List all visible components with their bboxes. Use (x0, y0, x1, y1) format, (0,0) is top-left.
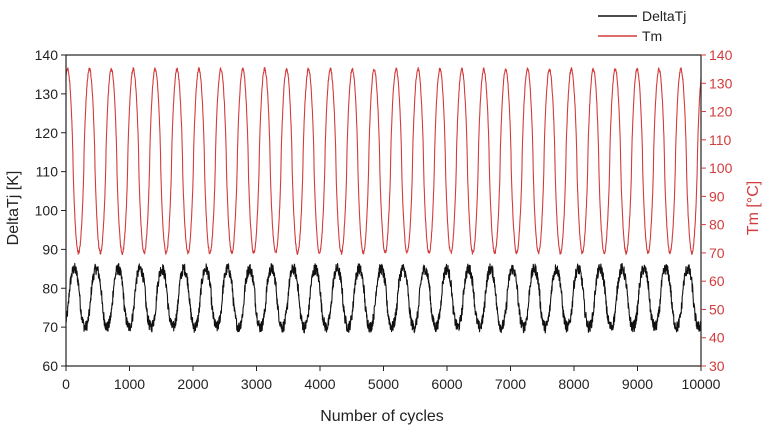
x-tick-label: 6000 (431, 376, 462, 392)
x-tick-label: 7000 (495, 376, 526, 392)
x-tick-label: 3000 (241, 376, 272, 392)
y-right-tick-label: 140 (709, 47, 733, 63)
y-right-tick-label: 130 (709, 75, 733, 91)
x-tick-label: 5000 (368, 376, 399, 392)
y-left-tick-label: 130 (35, 86, 59, 102)
y-axis-left-title: DeltaTj [K] (5, 171, 22, 246)
x-tick-label: 10000 (682, 376, 721, 392)
y-left-tick-label: 60 (42, 358, 58, 374)
y-right-tick-label: 40 (709, 330, 725, 346)
series-layer (65, 66, 702, 334)
y-left-tick-label: 70 (42, 319, 58, 335)
y-right-tick-label: 90 (709, 188, 725, 204)
y-right-tick-label: 50 (709, 301, 725, 317)
y-left-tick-label: 140 (35, 47, 59, 63)
y-left-tick-label: 110 (36, 164, 59, 180)
y-left-tick-label: 120 (35, 125, 59, 141)
x-tick-label: 8000 (558, 376, 589, 392)
legend: DeltaTj Tm (598, 8, 686, 44)
y-right-tick-label: 100 (709, 160, 733, 176)
y-right-tick-label: 120 (709, 104, 733, 120)
y-left-tick-label: 90 (42, 241, 58, 257)
x-tick-label: 9000 (622, 376, 653, 392)
y-right-tick-label: 110 (709, 132, 732, 148)
y-right-tick-label: 80 (709, 217, 725, 233)
x-tick-label: 2000 (177, 376, 208, 392)
series-line-tm (65, 66, 702, 256)
series-line-deltatj (65, 262, 702, 334)
legend-label-tm: Tm (642, 28, 662, 44)
y-left-tick-label: 80 (42, 280, 58, 296)
y-right-tick-label: 30 (709, 358, 725, 374)
y-right-tick-label: 60 (709, 273, 725, 289)
y-left-tick-label: 100 (35, 203, 59, 219)
x-tick-label: 0 (62, 376, 70, 392)
x-tick-label: 4000 (304, 376, 335, 392)
y-axis-right-title: Tm [°C] (745, 181, 762, 235)
x-axis-title: Number of cycles (320, 408, 444, 425)
x-tick-label: 1000 (114, 376, 145, 392)
legend-label-deltatj: DeltaTj (642, 8, 686, 24)
y-right-tick-label: 70 (709, 245, 725, 261)
axes-layer: 0 1000 2000 3000 4000 5000 6000 7000 8000 9000 100… (35, 47, 733, 392)
